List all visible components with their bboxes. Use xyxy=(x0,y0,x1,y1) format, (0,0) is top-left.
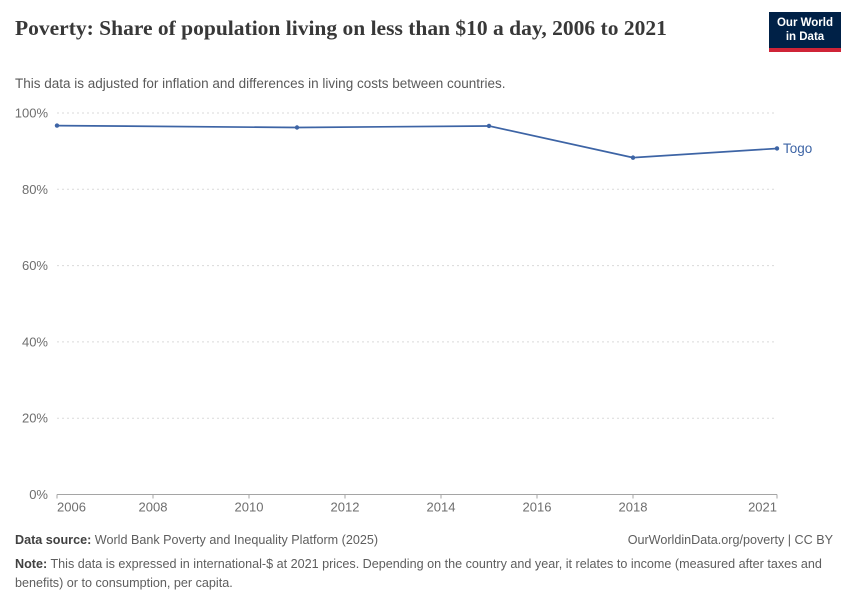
owid-license-link[interactable]: OurWorldinData.org/poverty | CC BY xyxy=(627,533,833,547)
y-tick-label: 20% xyxy=(22,411,48,426)
data-point[interactable] xyxy=(54,123,60,128)
owid-logo[interactable]: Our World in Data xyxy=(769,12,841,52)
line-chart[interactable]: 0% 20% 40% 60% 80% 100% 2006 2008 2010 2012 2014 20… xyxy=(0,100,850,525)
data-source-label: Data source: xyxy=(15,533,92,547)
data-point[interactable] xyxy=(294,125,300,130)
data-point[interactable] xyxy=(630,155,636,160)
note-text: This data is expressed in international-… xyxy=(15,557,822,590)
y-tick-label: 60% xyxy=(22,258,48,273)
x-tick-label: 2012 xyxy=(331,500,360,515)
x-tick-label: 2006 xyxy=(57,500,86,515)
chart-subtitle: This data is adjusted for inflation and … xyxy=(15,76,506,91)
note-label: Note: xyxy=(15,557,48,572)
source-row: Data source: World Bank Poverty and Ineq… xyxy=(15,531,833,549)
x-tick-label: 2008 xyxy=(139,500,168,515)
series-line-togo[interactable] xyxy=(56,124,778,159)
y-tick-label: 0% xyxy=(29,487,48,502)
x-tick-label: 2014 xyxy=(427,500,456,515)
y-tick-label: 40% xyxy=(22,334,48,349)
x-tick-label: 2016 xyxy=(523,500,552,515)
data-source-value: World Bank Poverty and Inequality Platfo… xyxy=(94,533,379,547)
x-tick-label: 2010 xyxy=(235,500,264,515)
y-tick-label: 100% xyxy=(15,106,49,121)
x-tick-label: 2021 xyxy=(748,500,777,515)
y-tick-label: 80% xyxy=(22,182,48,197)
chart-footer: Data source: World Bank Poverty and Ineq… xyxy=(15,531,833,592)
data-source-text: Data source: World Bank Poverty and Ineq… xyxy=(15,531,378,549)
note-row: Note: This data is expressed in internat… xyxy=(15,555,827,592)
page-title: Poverty: Share of population living on l… xyxy=(15,16,667,40)
data-point[interactable] xyxy=(486,123,492,129)
data-point[interactable] xyxy=(774,146,780,151)
series-end-label[interactable]: Togo xyxy=(783,141,812,156)
x-tick-label: 2018 xyxy=(619,500,648,515)
owid-logo-line1: Our World xyxy=(776,17,833,29)
owid-logo-line2: in Data xyxy=(785,31,825,44)
